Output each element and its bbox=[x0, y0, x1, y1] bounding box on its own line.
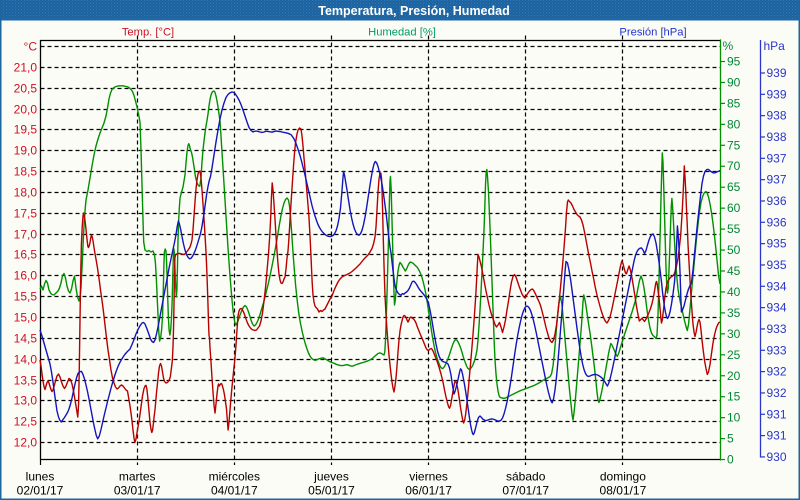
svg-text:936: 936 bbox=[767, 194, 787, 208]
svg-text:50: 50 bbox=[727, 243, 741, 257]
svg-text:30: 30 bbox=[727, 327, 741, 341]
svg-text:miércoles: miércoles bbox=[209, 470, 260, 484]
svg-text:85: 85 bbox=[727, 96, 741, 110]
svg-text:lunes: lunes bbox=[26, 470, 55, 484]
svg-text:04/01/17: 04/01/17 bbox=[211, 484, 258, 498]
svg-text:16,5: 16,5 bbox=[14, 248, 38, 262]
svg-text:17,0: 17,0 bbox=[14, 228, 38, 242]
svg-text:martes: martes bbox=[119, 470, 156, 484]
svg-text:14,5: 14,5 bbox=[14, 332, 38, 346]
svg-text:Temperatura, Presión, Humedad: Temperatura, Presión, Humedad bbox=[318, 4, 510, 18]
svg-text:45: 45 bbox=[727, 264, 741, 278]
svg-text:935: 935 bbox=[767, 237, 787, 251]
svg-text:12,5: 12,5 bbox=[14, 415, 38, 429]
svg-text:40: 40 bbox=[727, 285, 741, 299]
svg-text:55: 55 bbox=[727, 222, 741, 236]
svg-text:viernes: viernes bbox=[409, 470, 448, 484]
svg-text:5: 5 bbox=[727, 432, 734, 446]
svg-text:02/01/17: 02/01/17 bbox=[17, 484, 64, 498]
svg-text:20,0: 20,0 bbox=[14, 103, 38, 117]
svg-text:20: 20 bbox=[727, 369, 741, 383]
svg-text:933: 933 bbox=[767, 343, 787, 357]
svg-text:Humedad [%]: Humedad [%] bbox=[368, 27, 436, 39]
svg-text:%: % bbox=[723, 39, 734, 53]
svg-text:939: 939 bbox=[767, 87, 787, 101]
svg-text:18,5: 18,5 bbox=[14, 165, 38, 179]
svg-text:05/01/17: 05/01/17 bbox=[308, 484, 355, 498]
svg-text:70: 70 bbox=[727, 159, 741, 173]
svg-text:930: 930 bbox=[767, 450, 787, 464]
svg-text:18,0: 18,0 bbox=[14, 186, 38, 200]
svg-text:935: 935 bbox=[767, 258, 787, 272]
svg-text:15,5: 15,5 bbox=[14, 290, 38, 304]
svg-text:75: 75 bbox=[727, 138, 741, 152]
svg-text:934: 934 bbox=[767, 279, 787, 293]
svg-text:15,0: 15,0 bbox=[14, 311, 38, 325]
svg-text:16,0: 16,0 bbox=[14, 269, 38, 283]
svg-text:95: 95 bbox=[727, 55, 741, 69]
svg-text:931: 931 bbox=[767, 429, 787, 443]
svg-text:07/01/17: 07/01/17 bbox=[502, 484, 549, 498]
svg-text:80: 80 bbox=[727, 117, 741, 131]
svg-text:13,0: 13,0 bbox=[14, 394, 38, 408]
svg-text:06/01/17: 06/01/17 bbox=[405, 484, 452, 498]
svg-text:938: 938 bbox=[767, 109, 787, 123]
svg-text:932: 932 bbox=[767, 365, 787, 379]
svg-text:15: 15 bbox=[727, 390, 741, 404]
svg-text:25: 25 bbox=[727, 348, 741, 362]
svg-text:937: 937 bbox=[767, 151, 787, 165]
svg-text:19,5: 19,5 bbox=[14, 123, 38, 137]
svg-text:60: 60 bbox=[727, 201, 741, 215]
svg-text:937: 937 bbox=[767, 173, 787, 187]
svg-text:20,5: 20,5 bbox=[14, 82, 38, 96]
svg-text:65: 65 bbox=[727, 180, 741, 194]
svg-text:21,0: 21,0 bbox=[14, 61, 38, 75]
svg-text:939: 939 bbox=[767, 66, 787, 80]
svg-text:Presión [hPa]: Presión [hPa] bbox=[619, 27, 686, 39]
svg-text:90: 90 bbox=[727, 76, 741, 90]
svg-text:35: 35 bbox=[727, 306, 741, 320]
svg-text:933: 933 bbox=[767, 322, 787, 336]
svg-text:03/01/17: 03/01/17 bbox=[114, 484, 161, 498]
svg-text:931: 931 bbox=[767, 407, 787, 421]
svg-text:936: 936 bbox=[767, 215, 787, 229]
svg-text:Temp. [°C]: Temp. [°C] bbox=[122, 27, 174, 39]
svg-text:08/01/17: 08/01/17 bbox=[600, 484, 647, 498]
svg-text:14,0: 14,0 bbox=[14, 353, 38, 367]
svg-text:domingo: domingo bbox=[600, 470, 646, 484]
svg-text:12,0: 12,0 bbox=[14, 436, 38, 450]
svg-text:13,5: 13,5 bbox=[14, 374, 38, 388]
svg-text:938: 938 bbox=[767, 130, 787, 144]
svg-text:°C: °C bbox=[24, 40, 38, 54]
svg-text:934: 934 bbox=[767, 301, 787, 315]
svg-text:0: 0 bbox=[727, 453, 734, 467]
svg-text:932: 932 bbox=[767, 386, 787, 400]
svg-text:10: 10 bbox=[727, 411, 741, 425]
svg-text:19,0: 19,0 bbox=[14, 144, 38, 158]
svg-text:17,5: 17,5 bbox=[14, 207, 38, 221]
svg-text:sábado: sábado bbox=[506, 470, 546, 484]
svg-text:jueves: jueves bbox=[313, 470, 349, 484]
svg-text:hPa: hPa bbox=[764, 39, 786, 53]
